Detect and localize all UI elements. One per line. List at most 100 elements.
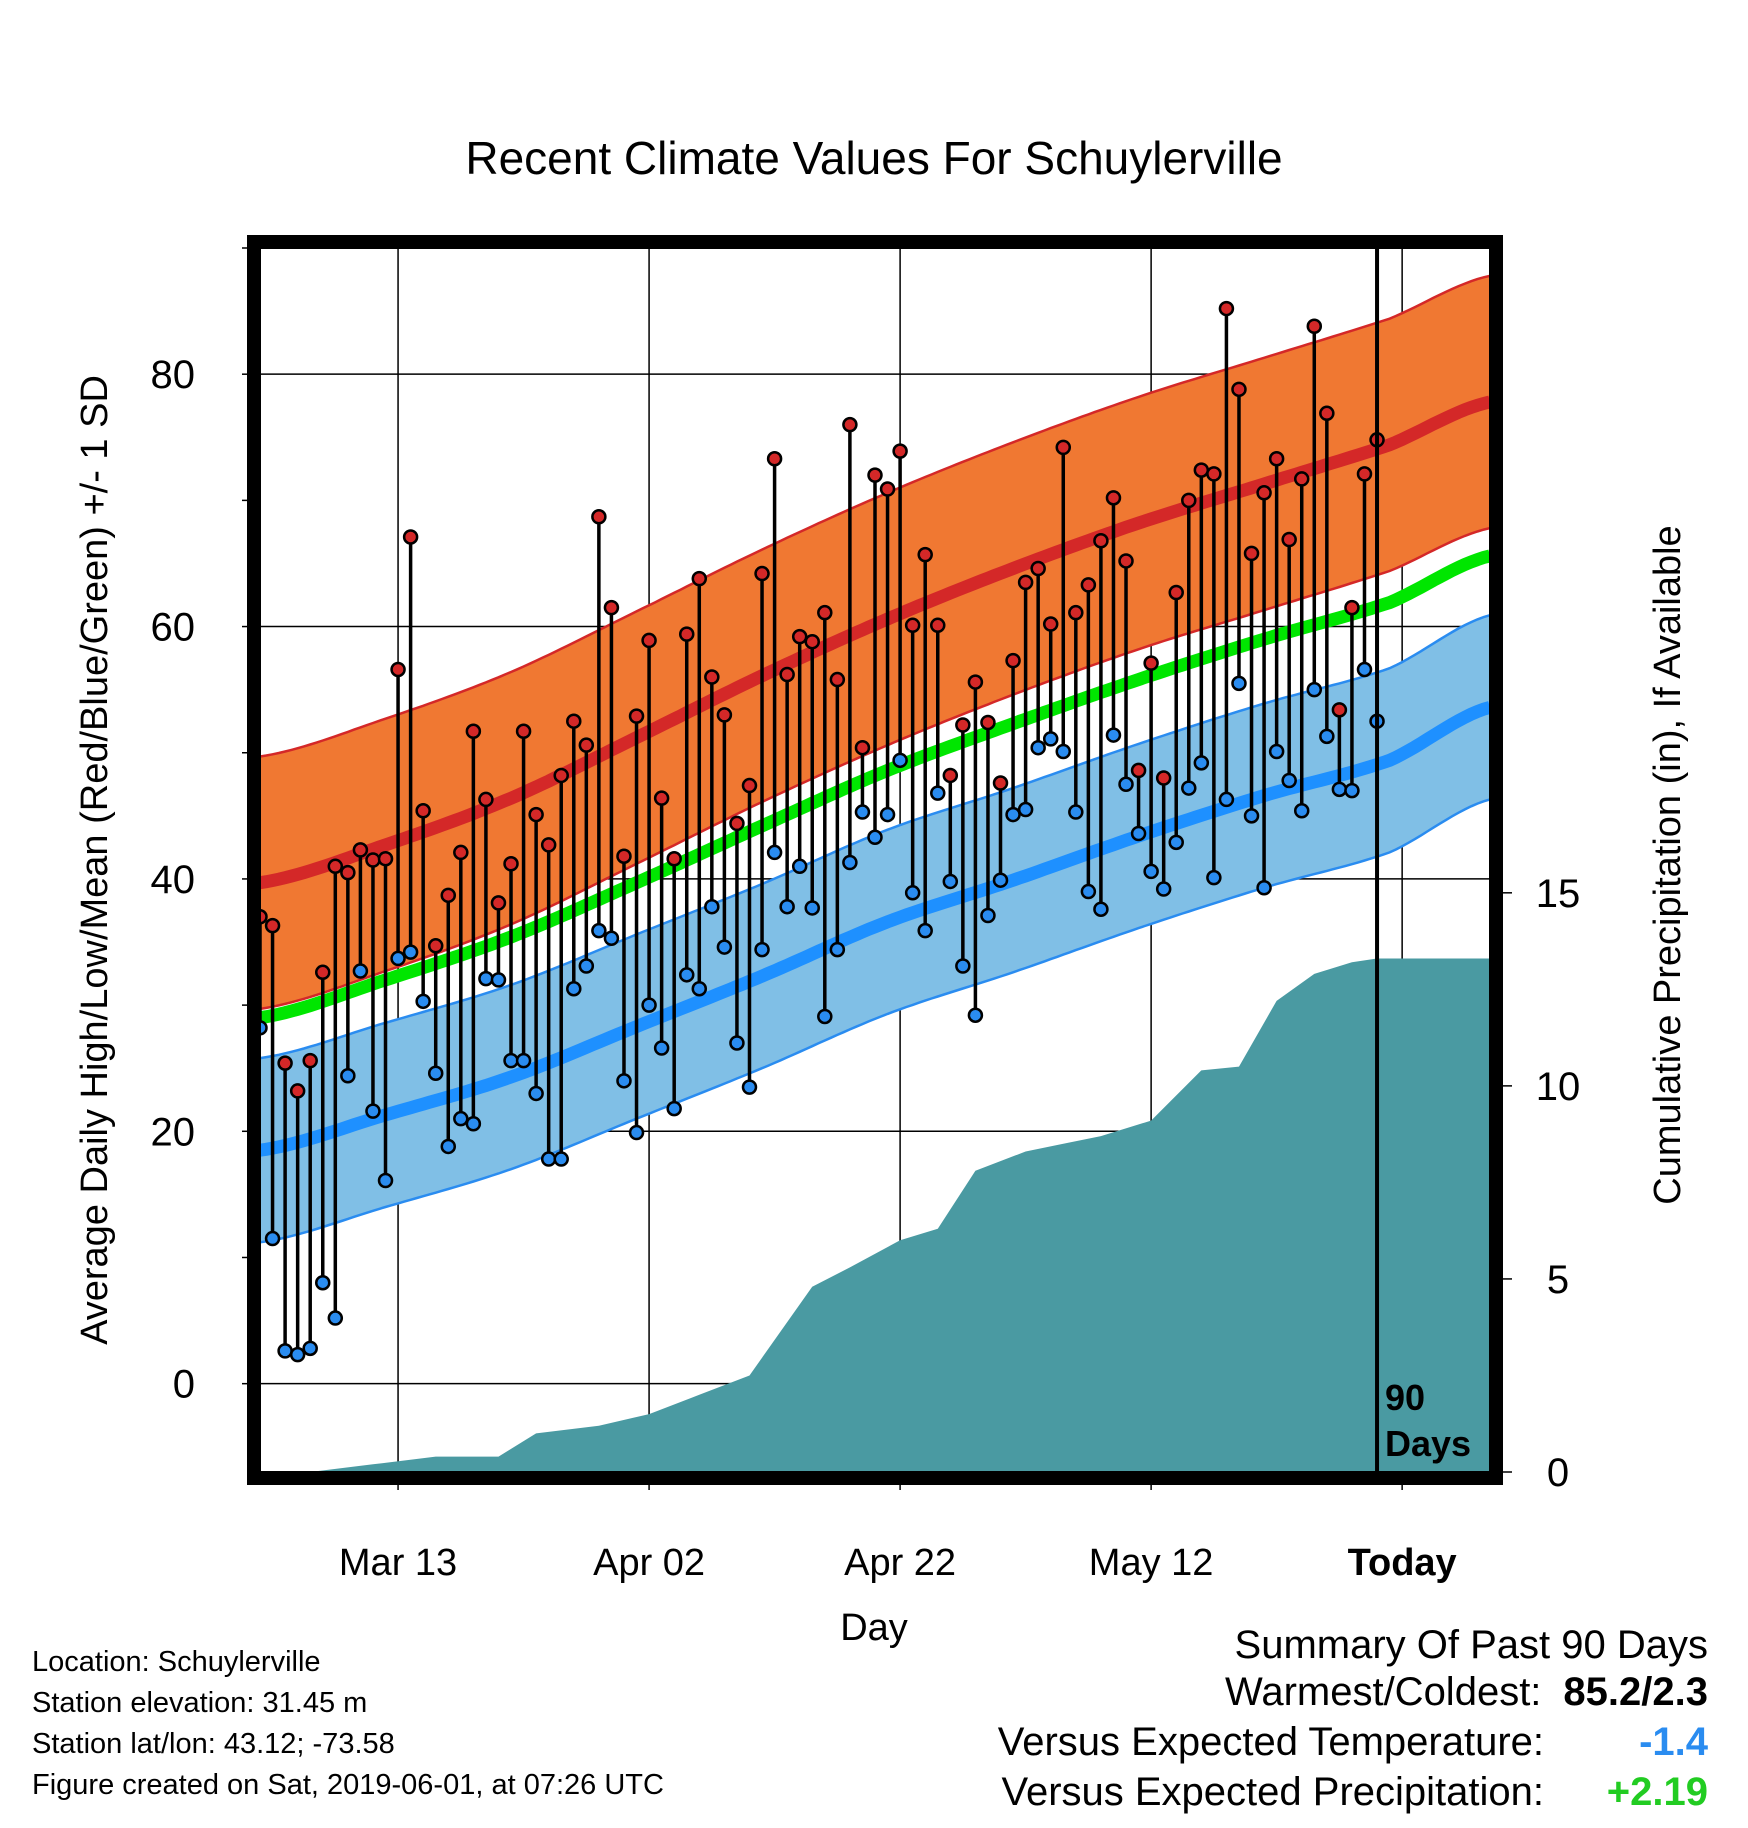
- daily-high-marker: [1042, 616, 1059, 632]
- daily-high-marker: [967, 674, 984, 690]
- daily-low-marker: [340, 1068, 356, 1084]
- daily-low-marker: [1331, 781, 1348, 798]
- daily-low-marker: [478, 970, 494, 987]
- daily-high-marker: [540, 837, 557, 853]
- daily-low-marker: [955, 958, 971, 974]
- daily-high-marker: [691, 570, 708, 587]
- daily-low-marker: [1030, 739, 1046, 756]
- daily-low-marker: [942, 873, 959, 890]
- daily-low-marker: [1155, 881, 1172, 897]
- precipitation-area: [260, 958, 1490, 1472]
- daily-high-marker: [515, 723, 532, 740]
- daily-low-marker: [1118, 776, 1134, 793]
- daily-high-marker: [791, 628, 808, 645]
- daily-low-marker: [1055, 743, 1072, 760]
- daily-low-marker: [729, 1035, 745, 1051]
- daily-high-marker: [729, 815, 745, 832]
- daily-low-marker: [465, 1115, 482, 1132]
- daily-low-marker: [641, 997, 657, 1013]
- daily-low-marker: [1068, 804, 1084, 820]
- daily-high-marker: [1231, 381, 1247, 398]
- daily-low-marker: [453, 1110, 469, 1127]
- daily-high-marker: [766, 450, 783, 467]
- daily-low-marker: [1218, 791, 1235, 808]
- daily-low-marker: [1093, 901, 1109, 917]
- daily-high-marker: [277, 1055, 293, 1071]
- daily-low-marker: [892, 752, 908, 769]
- daily-low-marker: [917, 922, 933, 939]
- daily-high-marker: [465, 723, 482, 740]
- daily-low-marker: [1256, 880, 1272, 896]
- daily-high-marker: [1218, 300, 1235, 317]
- daily-high-marker: [980, 714, 996, 731]
- daily-high-marker: [264, 917, 281, 934]
- daily-high-marker: [1168, 584, 1184, 601]
- daily-high-marker: [666, 850, 682, 867]
- daily-low-marker: [628, 1124, 645, 1141]
- x-tick-label: May 12: [1089, 1542, 1214, 1584]
- daily-low-marker: [415, 993, 431, 1010]
- daily-low-marker: [829, 941, 846, 958]
- daily-high-marker: [754, 565, 770, 582]
- summary-value: +2.19: [1606, 1770, 1708, 1814]
- daily-high-marker: [716, 707, 733, 723]
- daily-high-marker: [628, 708, 645, 724]
- daily-low-marker: [992, 872, 1009, 888]
- daily-high-marker: [1030, 560, 1046, 577]
- daily-low-marker: [503, 1052, 519, 1069]
- daily-low-marker: [754, 941, 770, 958]
- daily-high-marker: [892, 443, 908, 459]
- daily-high-marker: [415, 803, 431, 819]
- y-tick-label: 20: [151, 1110, 196, 1154]
- daily-low-marker: [1231, 675, 1247, 692]
- daily-high-marker: [992, 775, 1009, 791]
- daily-low-marker: [365, 1103, 381, 1119]
- daily-low-marker: [277, 1343, 293, 1359]
- daily-low-marker: [566, 980, 582, 997]
- daily-low-marker: [766, 844, 783, 861]
- daily-low-marker: [678, 967, 695, 983]
- daily-high-marker: [641, 632, 657, 649]
- summary-row-precipitation: Versus Expected Precipitation: +2.19: [998, 1770, 1708, 1820]
- daily-high-marker: [402, 529, 419, 545]
- daily-high-marker: [1080, 577, 1097, 593]
- daily-low-marker: [1243, 808, 1260, 824]
- daily-low-marker: [402, 944, 419, 960]
- x-tick-label: Apr 22: [844, 1542, 956, 1584]
- daily-high-marker: [804, 633, 820, 650]
- daily-low-marker: [440, 1138, 457, 1155]
- daily-low-marker: [1319, 728, 1335, 745]
- x-tick-label: Apr 02: [593, 1542, 705, 1584]
- latlon-text: Station lat/lon: 43.12; -73.58: [32, 1728, 395, 1760]
- summary-row-temperature: Versus Expected Temperature: -1.4: [998, 1720, 1708, 1770]
- summary-panel: Summary Of Past 90 Days Warmest/Coldest:…: [998, 1620, 1708, 1820]
- daily-low-marker: [553, 1151, 569, 1167]
- daily-high-marker: [1068, 604, 1084, 621]
- x-tick-label: Today: [1348, 1542, 1457, 1584]
- daily-low-marker: [1206, 869, 1222, 886]
- daily-low-marker: [603, 930, 620, 946]
- daily-high-marker: [704, 669, 720, 685]
- chart-title: Recent Climate Values For Schuylerville: [465, 132, 1282, 184]
- normal-low-line: [260, 701, 1490, 1157]
- y-tick-label: 40: [151, 858, 196, 902]
- daily-low-marker: [490, 972, 507, 988]
- daily-high-marker: [678, 626, 695, 642]
- daily-high-marker: [829, 671, 846, 688]
- daily-low-marker: [1344, 782, 1360, 799]
- daily-low-marker: [390, 950, 406, 967]
- daily-high-marker: [1256, 485, 1272, 501]
- station-info: Location: Schuylerville Station elevatio…: [32, 1642, 664, 1806]
- created-text: Figure created on Sat, 2019-06-01, at 07…: [32, 1769, 664, 1801]
- daily-high-marker: [289, 1083, 306, 1099]
- daily-low-marker: [666, 1100, 682, 1117]
- daily-high-marker: [817, 604, 833, 621]
- daily-low-marker: [1268, 743, 1285, 760]
- daily-low-marker: [842, 854, 858, 871]
- daily-high-marker: [741, 777, 758, 794]
- daily-low-marker: [1168, 834, 1184, 851]
- daily-low-marker: [327, 1310, 344, 1326]
- daily-low-marker: [1306, 681, 1323, 698]
- daily-low-marker: [1017, 801, 1034, 818]
- daily-low-marker: [616, 1073, 632, 1089]
